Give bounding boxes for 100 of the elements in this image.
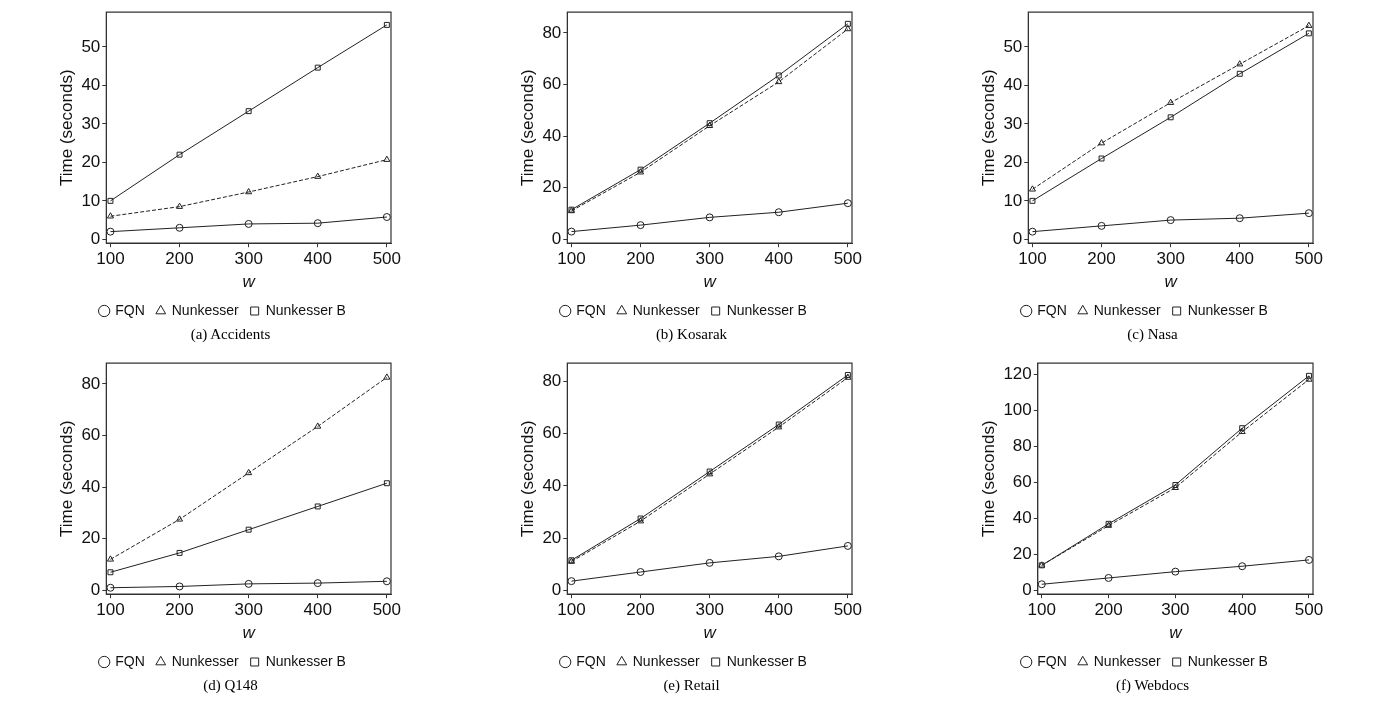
point (175, 582, 184, 591)
y-tick-label: 40 (1003, 75, 1023, 95)
point (567, 227, 576, 236)
y-tick-label: 20 (542, 177, 562, 197)
point (1171, 567, 1180, 576)
point (567, 577, 576, 586)
legend-label: FQN (1037, 652, 1067, 669)
y-axis-title: Time (seconds) (978, 69, 998, 186)
legend-label: FQN (115, 652, 145, 669)
y-tick-label: 30 (81, 113, 101, 133)
point (1238, 427, 1246, 435)
point (1167, 114, 1174, 121)
point (1104, 573, 1113, 582)
x-tick-label: 300 (234, 600, 263, 620)
x-axis-title: w (242, 622, 257, 642)
legend-label: Nunkesser B (1187, 652, 1268, 669)
y-tick-label: 120 (1003, 363, 1032, 383)
x-tick-label: 200 (165, 600, 194, 620)
point (245, 468, 253, 476)
text: (c) Nasa (1126, 326, 1179, 343)
y-tick-label: 100 (1003, 399, 1032, 419)
legend-label: Nunkesser (1093, 301, 1161, 318)
y-tick-label: 20 (542, 527, 562, 547)
point (1239, 425, 1246, 432)
y-tick-label: 20 (1003, 152, 1023, 172)
x-tick-label: 400 (1225, 249, 1254, 269)
y-tick-label: 0 (90, 229, 101, 249)
point (314, 64, 321, 71)
point (843, 199, 852, 208)
x-tick-label: 300 (695, 600, 724, 620)
y-tick-label: 10 (81, 190, 101, 210)
x-axis-title: w (242, 271, 257, 291)
x-tick-label: 500 (372, 600, 402, 620)
point (106, 555, 114, 562)
point (775, 72, 782, 79)
point (1037, 580, 1046, 589)
point (106, 212, 114, 219)
point (1236, 60, 1244, 67)
x-tick-label: 300 (234, 249, 263, 269)
point (176, 549, 183, 556)
point (245, 108, 252, 115)
legend-label: Nunkesser (632, 652, 700, 669)
y-tick-label: 20 (81, 152, 101, 172)
x-tick-label: 200 (1087, 249, 1116, 269)
point (107, 569, 114, 576)
point (1098, 139, 1106, 146)
legend-label: Nunkesser (171, 301, 239, 318)
y-tick-label: 40 (81, 75, 101, 95)
legend-label: Nunkesser B (726, 301, 807, 318)
x-tick-label: 300 (1156, 249, 1185, 269)
y-tick-label: 30 (1003, 113, 1023, 133)
x-tick-label: 500 (1294, 249, 1324, 269)
point (383, 373, 391, 380)
point (176, 202, 184, 209)
point (1235, 214, 1244, 223)
point (383, 480, 390, 487)
point (244, 219, 253, 228)
x-tick-label: 300 (1161, 600, 1190, 620)
y-axis-title: Time (seconds) (978, 420, 998, 537)
point (636, 568, 645, 577)
y-tick-label: 50 (1003, 36, 1023, 56)
y-tick-label: 50 (81, 36, 101, 56)
legend-label: FQN (1037, 301, 1067, 318)
legend-label: Nunkesser (632, 301, 700, 318)
point (1305, 375, 1313, 382)
point (1166, 216, 1175, 225)
point (106, 227, 115, 236)
point (314, 422, 322, 429)
x-tick-label: 400 (764, 600, 793, 620)
point (176, 151, 183, 158)
y-axis-title: Time (seconds) (517, 69, 537, 186)
x-tick-label: 400 (303, 249, 332, 269)
y-tick-label: 40 (542, 125, 562, 145)
y-tick-label: 40 (542, 475, 562, 495)
y-tick-label: 0 (1012, 229, 1023, 249)
x-tick-label: 500 (833, 600, 863, 620)
point (1238, 562, 1247, 571)
point (382, 213, 391, 222)
point (1304, 209, 1313, 218)
text: (d) Q148 (202, 677, 259, 694)
y-tick-label: 20 (1012, 544, 1032, 564)
legend-label: FQN (115, 301, 145, 318)
point (775, 77, 783, 85)
y-tick-label: 60 (1012, 472, 1032, 491)
point (1304, 555, 1313, 564)
y-tick-label: 40 (1012, 508, 1032, 528)
point (705, 558, 714, 567)
legend-label: Nunkesser B (265, 301, 346, 318)
x-tick-label: 400 (1228, 600, 1257, 620)
point (107, 197, 114, 204)
point (1028, 227, 1037, 236)
point (106, 583, 115, 592)
point (843, 541, 852, 550)
x-tick-label: 300 (695, 249, 724, 269)
point (175, 223, 184, 232)
x-tick-label: 200 (1094, 600, 1123, 620)
point (1097, 221, 1106, 230)
point (313, 219, 322, 228)
text: (a) Accidents (189, 326, 272, 343)
y-tick-label: 20 (81, 528, 101, 548)
